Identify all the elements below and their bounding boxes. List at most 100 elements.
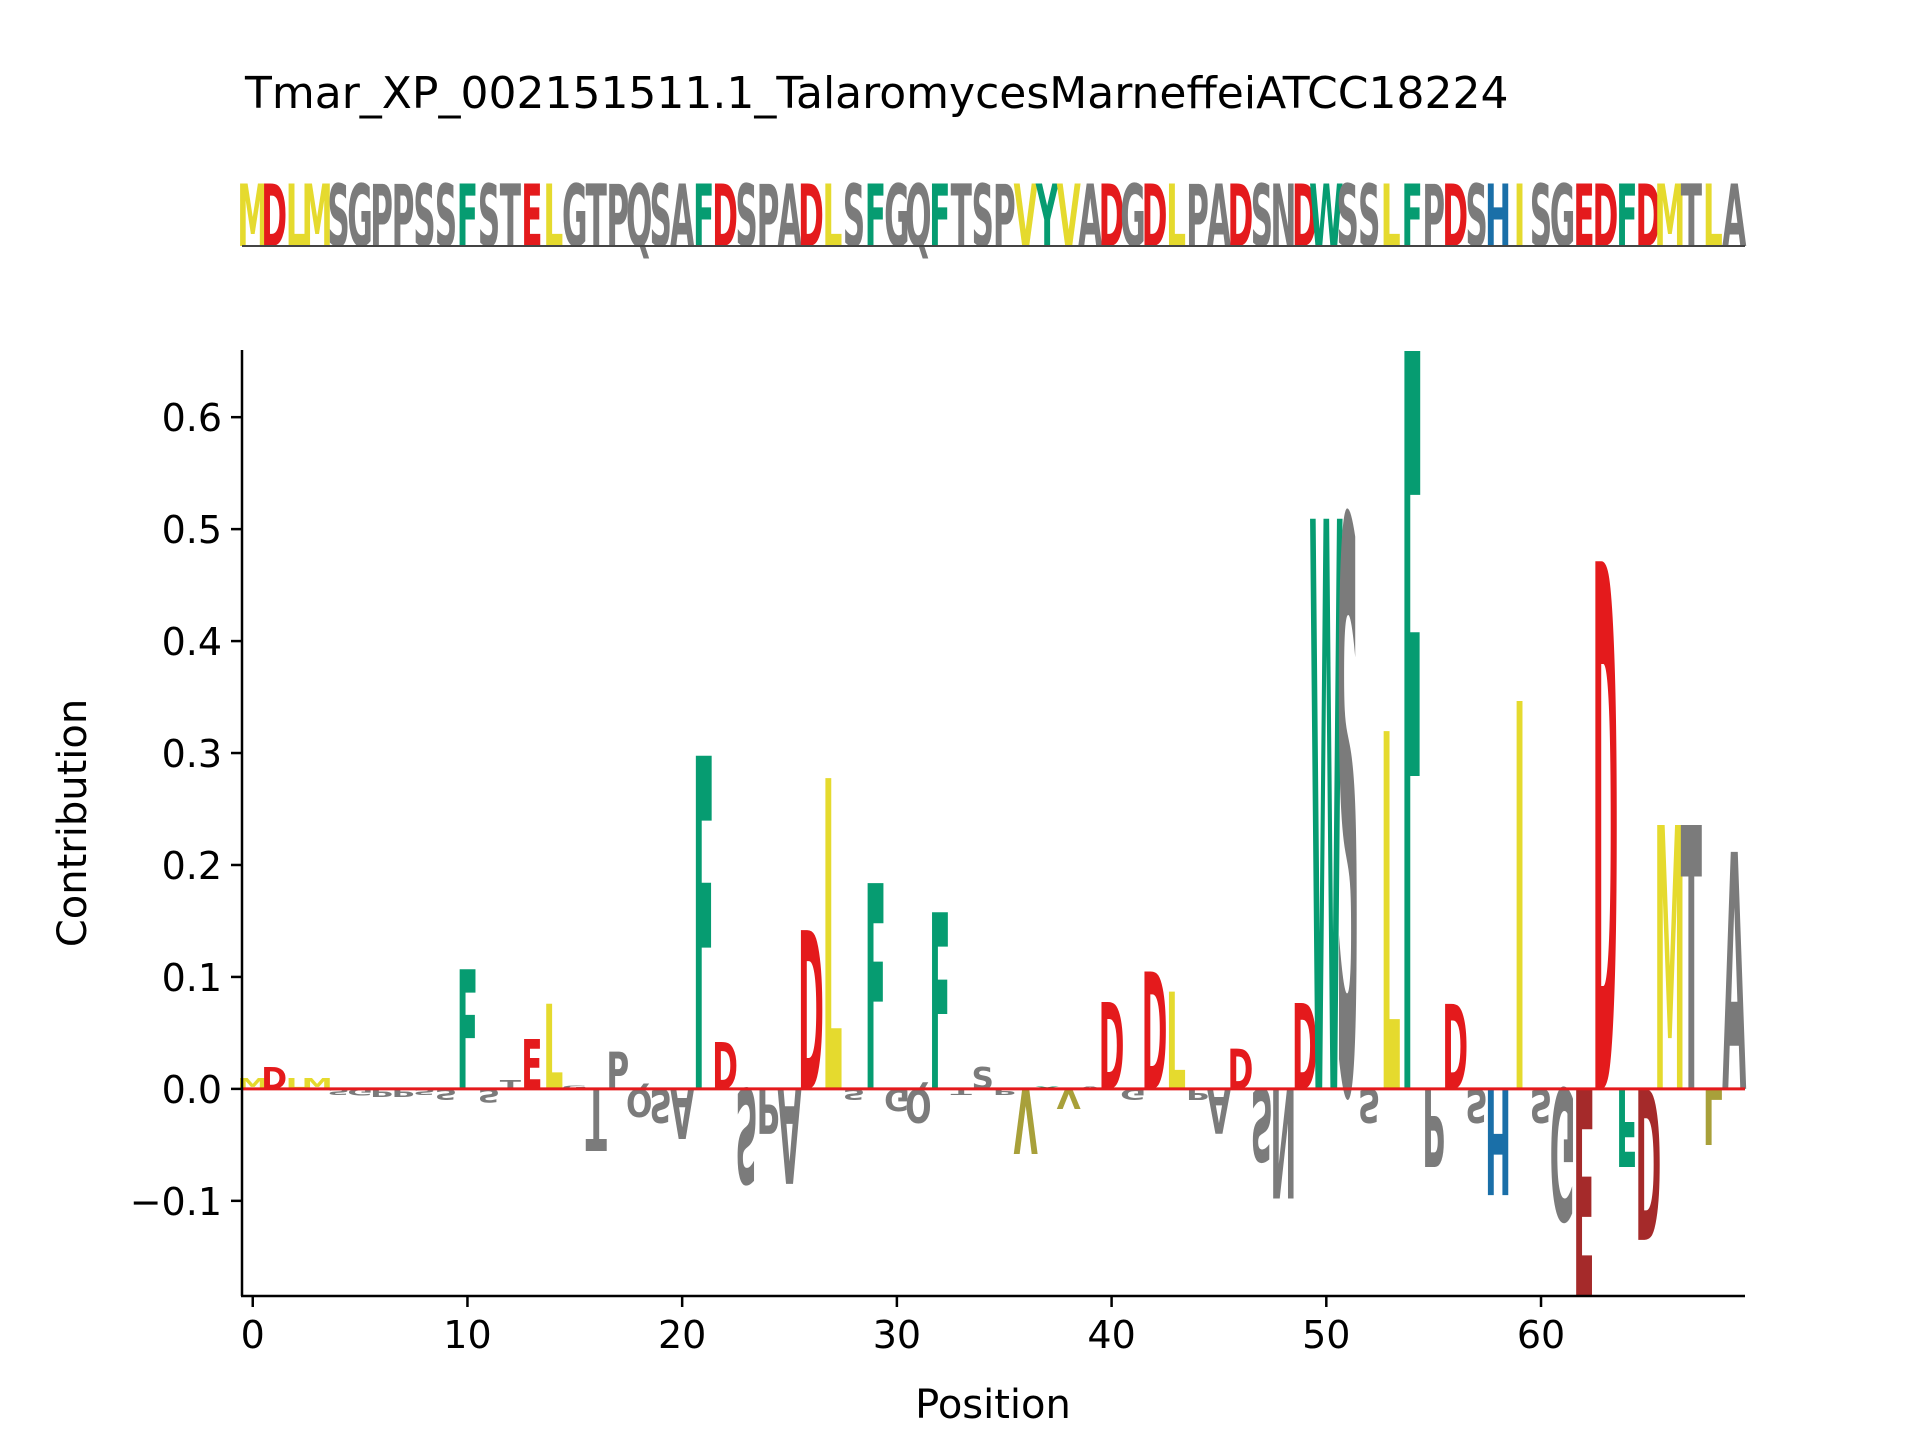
- y-tick-label: 0.2: [162, 844, 222, 888]
- sequence-letter: G: [347, 167, 373, 267]
- logo-letter: S: [735, 1057, 757, 1209]
- logo-letter: A: [1722, 787, 1746, 1167]
- x-tick-label: 10: [443, 1313, 491, 1357]
- sequence-letter: A: [1722, 167, 1746, 267]
- sequence-letter: D: [1442, 167, 1468, 267]
- sequence-letter: D: [1142, 167, 1168, 267]
- sequence-letter: G: [562, 167, 588, 267]
- x-tick-label: 60: [1517, 1313, 1565, 1357]
- logo-letter: I: [1514, 595, 1526, 1215]
- logo-letter: L: [1703, 1070, 1723, 1159]
- logo-letter: P: [1422, 1063, 1445, 1188]
- logo-letter: T: [1681, 752, 1702, 1174]
- x-tick-label: 0: [241, 1313, 265, 1357]
- logo-letter: N: [1270, 1053, 1296, 1228]
- sequence-letter: A: [670, 167, 694, 267]
- sequence-letter: S: [478, 167, 500, 267]
- sequence-letter: D: [712, 167, 738, 267]
- logo-letter: L: [543, 982, 563, 1118]
- logo-letter: S: [1465, 1078, 1487, 1132]
- sequence-letter: S: [1337, 167, 1359, 267]
- logo-letter: D: [712, 1030, 738, 1105]
- sequence-letter: S: [1358, 167, 1380, 267]
- logo-letter: D: [1442, 982, 1468, 1118]
- sequence-letter: L: [543, 167, 563, 267]
- sequence-letter: D: [798, 167, 824, 267]
- x-ticks: 0 10 20 30 40 50 60: [241, 1296, 1565, 1357]
- sequence-letter: S: [735, 167, 757, 267]
- sequence-letter: Q: [905, 167, 931, 267]
- logo-letter: P: [993, 1087, 1016, 1096]
- sequence-letter: P: [370, 167, 393, 267]
- sequence-letter: M: [1654, 167, 1685, 267]
- sequence-letter: L: [823, 167, 843, 267]
- sequence-letter: S: [413, 167, 435, 267]
- sequence-letter: T: [1681, 167, 1702, 267]
- sequence-letter: W: [1309, 167, 1343, 267]
- sequence-letter: P: [993, 167, 1016, 267]
- sequence-letter: P: [757, 167, 780, 267]
- logo-letter: V: [1014, 1068, 1038, 1172]
- logo-letter: M: [1654, 752, 1685, 1174]
- logo-letter: F: [693, 666, 714, 1198]
- sequence-letter: P: [1186, 167, 1209, 267]
- sequence-letter: S: [1530, 167, 1552, 267]
- sequence-letter: S: [843, 167, 865, 267]
- sequence-letter: M: [302, 167, 333, 267]
- logo-letter: P: [757, 1074, 780, 1145]
- logo-letter: G: [1550, 1046, 1576, 1257]
- sequence-letter: G: [884, 167, 910, 267]
- contribution-letters: MDLMSGPPSSFSTELGTPQSAFDSPADLSFGQFTSPVYVA…: [237, 149, 1746, 1353]
- logo-letter: V: [1057, 1082, 1081, 1114]
- x-tick-label: 20: [658, 1313, 706, 1357]
- logo-letter: P: [606, 1043, 629, 1101]
- y-tick-label: 0.0: [162, 1068, 222, 1112]
- sequence-letter: D: [1099, 167, 1125, 267]
- sequence-letter: P: [392, 167, 415, 267]
- sequence-letter: E: [521, 167, 542, 267]
- logo-letter: L: [1166, 966, 1186, 1121]
- sequence-letter: D: [1292, 167, 1318, 267]
- sequence-letter: Q: [626, 167, 652, 267]
- sequence-letter: D: [1593, 167, 1619, 267]
- logo-letter: D: [1099, 977, 1125, 1117]
- logo-letter: D: [798, 886, 824, 1140]
- sequence-letter: F: [693, 167, 714, 267]
- y-tick-label: 0.3: [162, 732, 222, 776]
- y-tick-label: −0.1: [130, 1180, 222, 1224]
- sequence-letter: F: [865, 167, 886, 267]
- sequence-letter: L: [286, 167, 306, 267]
- logo-letter: Q: [626, 1079, 652, 1124]
- sequence-letter: G: [1120, 167, 1146, 267]
- y-tick-label: 0.1: [162, 956, 222, 1000]
- sequence-letter: T: [586, 167, 607, 267]
- logo-letter: T: [951, 1087, 973, 1096]
- logo-letter: F: [1402, 149, 1423, 1328]
- sequence-letter: V: [1014, 167, 1038, 267]
- logo-letter: D: [1292, 979, 1318, 1117]
- sequence-letter: M: [237, 167, 268, 267]
- sequence-letter: T: [500, 167, 521, 267]
- sequence-letter: A: [777, 167, 801, 267]
- logo-letter: A: [670, 1072, 694, 1153]
- sequence-letter: L: [1381, 167, 1401, 267]
- sequence-letter: G: [1550, 167, 1576, 267]
- logo-letter: D: [1142, 941, 1168, 1128]
- logo-letter: F: [865, 828, 886, 1156]
- logo-letter: G: [347, 1087, 373, 1098]
- sequence-letter: F: [1402, 167, 1423, 267]
- sequence-letter: S: [327, 167, 349, 267]
- logo-letter: F: [929, 863, 950, 1146]
- sequence-letter: A: [1078, 167, 1102, 267]
- logo-letter: A: [777, 1057, 801, 1209]
- logo-letter: D: [261, 1061, 287, 1097]
- sequence-letter: D: [1635, 167, 1661, 267]
- sequence-letter: S: [649, 167, 671, 267]
- logo-letter: G: [884, 1081, 910, 1117]
- logo-letter: G: [562, 1085, 588, 1090]
- y-ticks: −0.1 0.0 0.1 0.2 0.3 0.4 0.5 0.6: [130, 396, 242, 1224]
- logo-letter: L: [1381, 635, 1401, 1206]
- sequence-letter: L: [1703, 167, 1723, 267]
